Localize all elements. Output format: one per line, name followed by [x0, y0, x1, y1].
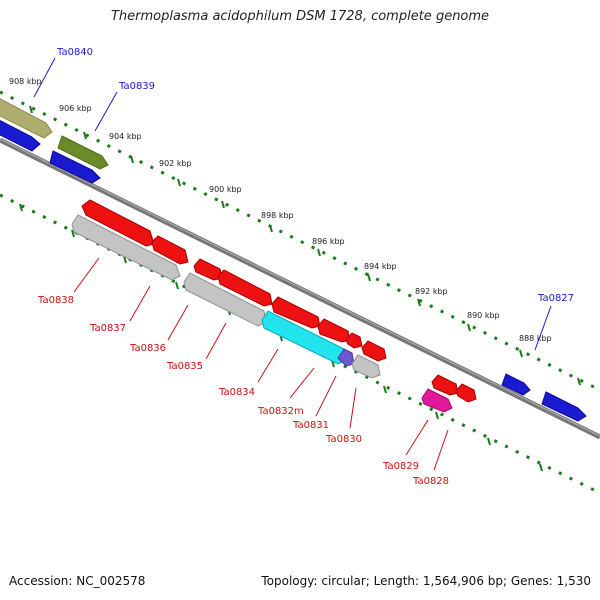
gene-ta0840-feature[interactable] [0, 96, 53, 139]
gene-label-ta0831[interactable]: Ta0831 [292, 420, 329, 431]
gene-label-ta0837[interactable]: Ta0837 [89, 323, 126, 334]
scale-label: 888 kbp [519, 334, 552, 343]
scale-label: 896 kbp [312, 237, 345, 246]
gene-ta0830-cds[interactable] [361, 340, 387, 362]
scale-label: 900 kbp [209, 185, 242, 194]
gene-ta0837-cds[interactable] [151, 235, 189, 265]
gene-label-ta0834[interactable]: Ta0834 [218, 387, 255, 398]
gene-ta0829-cds[interactable] [431, 374, 459, 396]
scale-label: 908 kbp [9, 77, 42, 86]
gene-ta0832m-rna[interactable] [337, 348, 355, 367]
reverse-gene-labels: Ta0838 Ta0837 Ta0836 Ta0835 Ta0834 Ta083… [37, 295, 449, 487]
forward-strand-features [0, 96, 587, 422]
gene-ta0828-cds[interactable] [455, 383, 477, 403]
scale-labels: 908 kbp 906 kbp 904 kbp 902 kbp 900 kbp … [9, 77, 552, 343]
scale-label: 898 kbp [261, 211, 294, 220]
gene-ta0830-rna[interactable] [351, 354, 381, 379]
accession-text: Accession: NC_002578 [9, 574, 146, 588]
gene-label-ta0830[interactable]: Ta0830 [325, 434, 362, 445]
gene-label-ta0836[interactable]: Ta0836 [129, 343, 166, 354]
genome-summary-text: Topology: circular; Length: 1,564,906 bp… [261, 574, 591, 588]
gene-label-ta0829[interactable]: Ta0829 [382, 461, 419, 472]
gene-label-ta0840[interactable]: Ta0840 [56, 47, 93, 58]
gene-ta0827-feature-a[interactable] [501, 373, 531, 396]
scale-label: 892 kbp [415, 287, 448, 296]
gene-label-ta0835[interactable]: Ta0835 [166, 361, 203, 372]
upper-major-ticks [29, 105, 581, 386]
scale-label: 902 kbp [159, 159, 192, 168]
gene-ta0829-rna[interactable] [421, 388, 453, 413]
gene-ta0827-feature-b[interactable] [541, 391, 587, 422]
forward-label-leaders [33, 57, 552, 351]
gene-ta0831-cds[interactable] [345, 332, 363, 349]
gene-label-ta0839[interactable]: Ta0839 [118, 81, 155, 92]
gene-ta0840-cds[interactable] [0, 118, 41, 152]
scale-label: 894 kbp [364, 262, 397, 271]
page-title: Thermoplasma acidophilum DSM 1728, compl… [110, 9, 490, 24]
gene-label-ta0828[interactable]: Ta0828 [412, 476, 449, 487]
scale-label: 890 kbp [467, 311, 500, 320]
gene-label-ta0832m[interactable]: Ta0832m [257, 406, 304, 417]
reverse-strand-features [71, 199, 477, 413]
gene-ta0838-rna[interactable] [71, 214, 181, 281]
gene-ta0839-cds[interactable] [49, 150, 101, 184]
genome-backbone [0, 137, 600, 440]
scale-label: 904 kbp [109, 132, 142, 141]
scale-label: 906 kbp [59, 104, 92, 113]
gene-label-ta0827[interactable]: Ta0827 [537, 293, 574, 304]
gene-ta0839-feature[interactable] [57, 135, 109, 170]
reverse-label-leaders [73, 257, 449, 471]
gene-label-ta0838[interactable]: Ta0838 [37, 295, 74, 306]
forward-gene-labels: Ta0840 Ta0839 Ta0827 [56, 47, 574, 304]
